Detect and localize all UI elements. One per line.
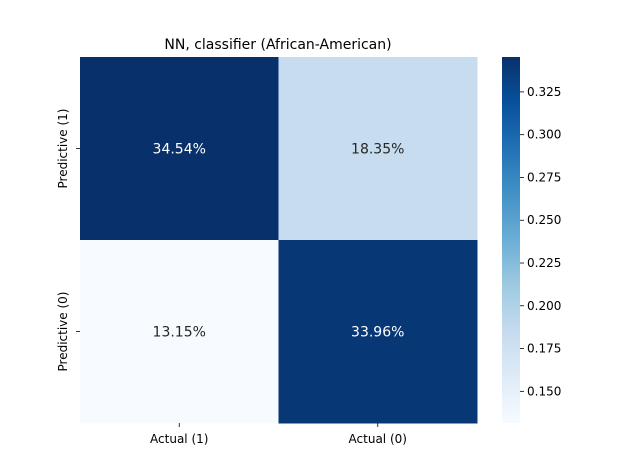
x-axis-ticks: Actual (1) Actual (0) [150, 423, 407, 446]
heatmap-cell [278, 57, 478, 241]
colorbar-tick-label: 0.325 [527, 85, 561, 99]
x-tick-label: Actual (0) [349, 432, 407, 446]
x-tick-label: Actual (1) [150, 432, 208, 446]
y-axis-ticks: Predictive (1) Predictive (0) [56, 109, 80, 372]
cell-annotation: 13.15% [153, 325, 206, 341]
colorbar-tick-label: 0.175 [527, 342, 561, 356]
heatmap-cell [80, 240, 279, 424]
chart-title: NN, classifier (African-American) [164, 37, 391, 53]
colorbar-ticks: 0.150 0.175 0.200 0.225 0.250 0.275 0.300 0.325 [520, 85, 561, 398]
heatmap-cells: 34.54% 18.35% 13.15% 33.96% [80, 57, 478, 424]
cell-annotation: 34.54% [153, 142, 206, 158]
colorbar [502, 57, 520, 423]
colorbar-tick-label: 0.200 [527, 299, 561, 313]
colorbar-tick-label: 0.250 [527, 213, 561, 227]
cell-annotation: 18.35% [351, 142, 404, 158]
y-tick-label: Predictive (1) [56, 109, 70, 189]
colorbar-tick-label: 0.300 [527, 128, 561, 142]
colorbar-tick-label: 0.150 [527, 384, 561, 398]
colorbar-tick-label: 0.275 [527, 170, 561, 184]
heatmap-cell [278, 240, 478, 424]
heatmap-cell [80, 57, 279, 241]
cell-annotation: 33.96% [351, 325, 404, 341]
colorbar-tick-label: 0.225 [527, 256, 561, 270]
y-tick-label: Predictive (0) [56, 292, 70, 372]
